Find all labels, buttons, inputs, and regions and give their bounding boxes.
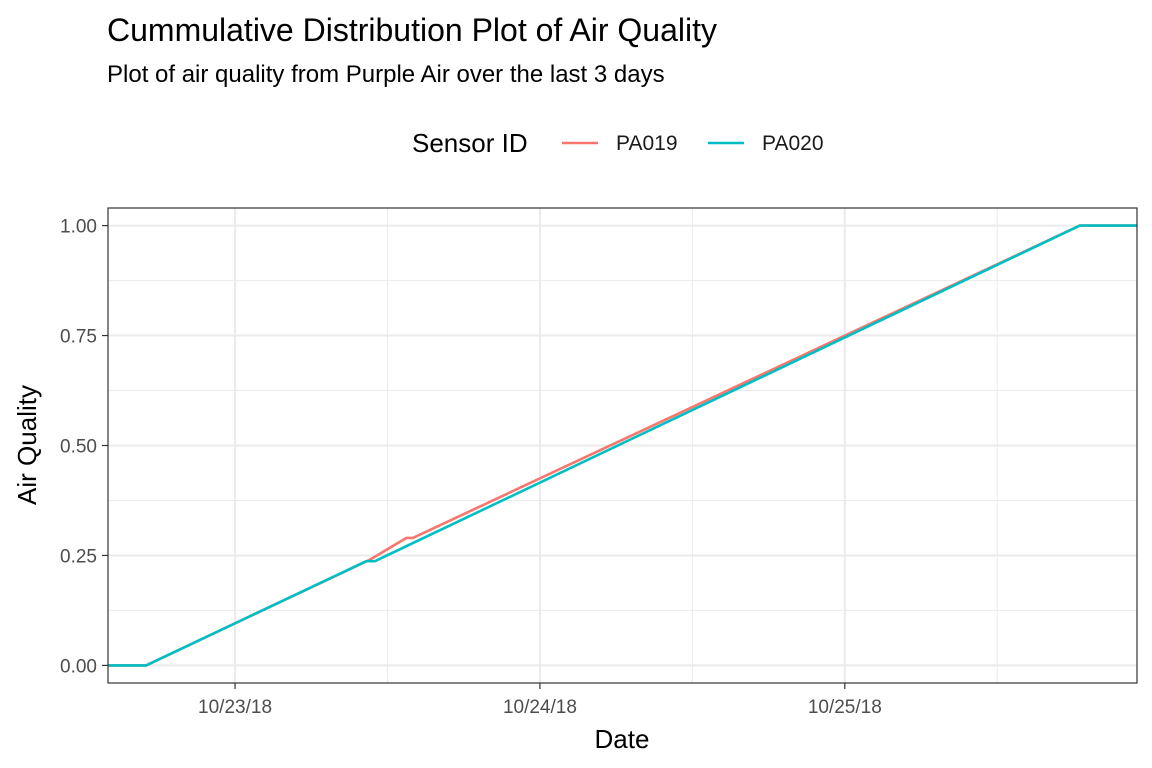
y-tick-label: 0.75 [60,327,97,348]
y-tick-label: 0.25 [60,546,97,567]
series-line-pa020 [108,224,1137,667]
x-axis: 10/23/18 10/24/18 10/25/18 [198,683,882,718]
y-axis: 0.00 0.25 0.50 0.75 1.00 [60,217,108,677]
legend: Sensor ID PA019 PA020 [412,128,824,158]
chart-subtitle: Plot of air quality from Purple Air over… [107,61,665,88]
y-axis-title: Air Quality [12,385,42,505]
chart-title: Cummulative Distribution Plot of Air Qua… [107,12,717,48]
legend-label-pa019: PA019 [616,132,678,155]
legend-title: Sensor ID [412,128,528,158]
y-tick-label: 0.50 [60,437,97,458]
y-tick-label: 1.00 [60,217,97,238]
y-tick-label: 0.00 [60,656,97,677]
x-tick-label: 10/24/18 [503,697,577,718]
x-axis-title: Date [595,724,650,754]
x-tick-label: 10/25/18 [808,697,882,718]
grid-major [108,208,1137,683]
legend-label-pa020: PA020 [762,132,824,155]
series-layer [108,224,1137,667]
x-tick-label: 10/23/18 [198,697,272,718]
